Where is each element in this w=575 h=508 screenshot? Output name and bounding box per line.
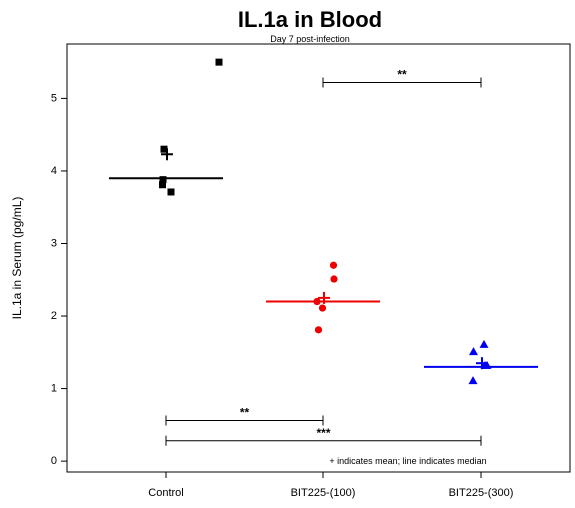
significance-brackets: ******* <box>165 67 482 446</box>
y-axis-label: IL.1a in Serum (pg/mL) <box>10 197 24 320</box>
x-axis: Control BIT225-(100) BIT225-(300) <box>148 472 513 499</box>
y-tick-label: 5 <box>51 92 57 104</box>
y-tick-label: 4 <box>51 165 57 177</box>
significance-label: *** <box>316 426 330 440</box>
data-point <box>469 347 478 356</box>
chart-note: + indicates mean; line indicates median <box>329 456 486 466</box>
data-point <box>160 145 168 153</box>
series-3 <box>424 339 538 385</box>
data-point <box>159 176 167 184</box>
x-tick-label: BIT225-(100) <box>291 487 356 499</box>
series-1 <box>109 58 223 196</box>
plot-frame <box>66 43 571 473</box>
data-point <box>159 181 166 189</box>
data-point <box>479 339 489 348</box>
significance-label: ** <box>240 405 250 419</box>
data-point <box>167 188 175 196</box>
y-tick-label: 1 <box>51 383 57 395</box>
data-points <box>109 58 538 385</box>
chart-title: IL.1a in Blood <box>238 7 382 32</box>
series-2 <box>266 261 380 334</box>
significance-label: ** <box>397 67 407 81</box>
data-point <box>468 376 478 385</box>
y-tick-label: 0 <box>51 455 57 467</box>
data-point <box>215 58 223 66</box>
y-tick-label: 2 <box>51 310 57 322</box>
data-point <box>330 275 338 283</box>
y-axis: 0 1 2 3 4 5 <box>51 92 67 467</box>
data-point <box>318 304 327 312</box>
x-tick-label: Control <box>148 487 183 499</box>
data-point <box>314 326 323 334</box>
y-tick-label: 3 <box>51 237 57 249</box>
chart-subtitle: Day 7 post-infection <box>270 34 350 44</box>
data-point <box>329 261 338 269</box>
x-tick-label: BIT225-(300) <box>449 487 514 499</box>
